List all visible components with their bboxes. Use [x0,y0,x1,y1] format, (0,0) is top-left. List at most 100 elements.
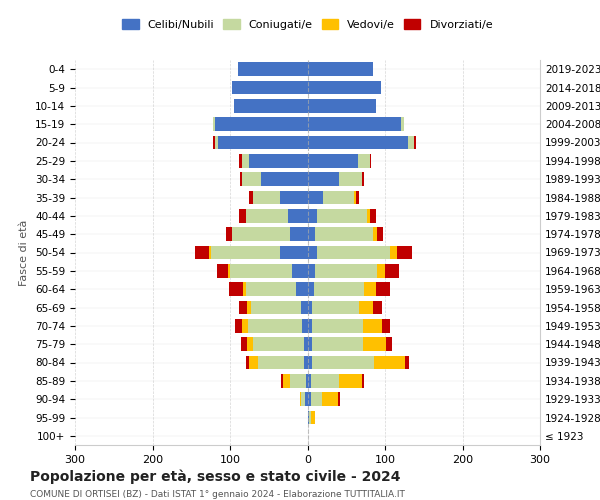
Bar [309,410,311,424]
Bar [239,209,245,222]
Bar [373,300,382,314]
Bar [377,228,383,241]
Bar [232,80,308,94]
Bar [242,319,248,332]
Bar [311,374,338,388]
Bar [290,228,308,241]
Bar [306,374,308,388]
Bar [386,338,392,351]
Bar [322,392,338,406]
Bar [213,136,215,149]
Bar [308,410,309,424]
Bar [308,172,338,186]
Bar [296,282,308,296]
Bar [280,190,308,204]
Bar [261,172,308,186]
Bar [308,356,312,370]
Bar [317,209,367,222]
Bar [382,319,389,332]
Bar [338,172,362,186]
Bar [359,300,373,314]
Bar [305,392,308,406]
Bar [376,282,389,296]
Bar [250,154,308,168]
Bar [308,338,312,351]
Bar [290,374,306,388]
Bar [308,374,311,388]
Bar [240,172,242,186]
Bar [308,392,311,406]
Bar [243,282,245,296]
Bar [362,319,382,332]
Bar [405,356,409,370]
Bar [385,264,399,278]
Bar [367,209,370,222]
Bar [218,136,308,149]
Text: Popolazione per età, sesso e stato civile - 2024: Popolazione per età, sesso e stato civil… [30,470,401,484]
Bar [247,300,251,314]
Bar [377,264,385,278]
Bar [195,246,209,260]
Bar [246,356,248,370]
Bar [311,410,315,424]
Bar [408,136,415,149]
Bar [239,154,242,168]
Bar [338,392,340,406]
Text: COMUNE DI ORTISEI (BZ) - Dati ISTAT 1° gennaio 2024 - Elaborazione TUTTITALIA.IT: COMUNE DI ORTISEI (BZ) - Dati ISTAT 1° g… [30,490,405,499]
Bar [314,282,364,296]
Bar [308,319,312,332]
Bar [215,118,308,131]
Bar [301,300,308,314]
Bar [308,80,381,94]
Bar [232,228,290,241]
Bar [235,319,242,332]
Bar [323,190,354,204]
Bar [250,190,253,204]
Bar [312,319,362,332]
Bar [238,62,308,76]
Bar [308,209,317,222]
Bar [308,190,323,204]
Bar [213,118,215,131]
Bar [308,264,315,278]
Bar [308,228,315,241]
Bar [308,136,408,149]
Bar [312,300,359,314]
Bar [358,154,370,168]
Bar [242,154,250,168]
Bar [280,246,308,260]
Bar [253,190,280,204]
Bar [217,264,229,278]
Bar [364,282,376,296]
Bar [397,246,412,260]
Bar [229,282,243,296]
Bar [301,392,305,406]
Bar [281,374,283,388]
Bar [308,282,314,296]
Bar [415,136,416,149]
Bar [258,356,304,370]
Bar [308,300,312,314]
Legend: Celibi/Nubili, Coniugati/e, Vedovi/e, Divorziati/e: Celibi/Nubili, Coniugati/e, Vedovi/e, Di… [119,16,496,33]
Bar [292,264,308,278]
Bar [370,154,371,168]
Bar [226,228,232,241]
Bar [356,190,359,204]
Bar [315,228,373,241]
Bar [304,338,308,351]
Bar [209,246,211,260]
Bar [230,264,292,278]
Bar [247,338,253,351]
Bar [242,172,261,186]
Bar [300,392,301,406]
Bar [211,246,280,260]
Bar [248,356,258,370]
Y-axis label: Fasce di età: Fasce di età [19,220,29,286]
Bar [308,99,376,112]
Bar [311,392,322,406]
Bar [362,374,364,388]
Bar [308,154,358,168]
Bar [391,246,397,260]
Bar [253,338,304,351]
Bar [401,118,404,131]
